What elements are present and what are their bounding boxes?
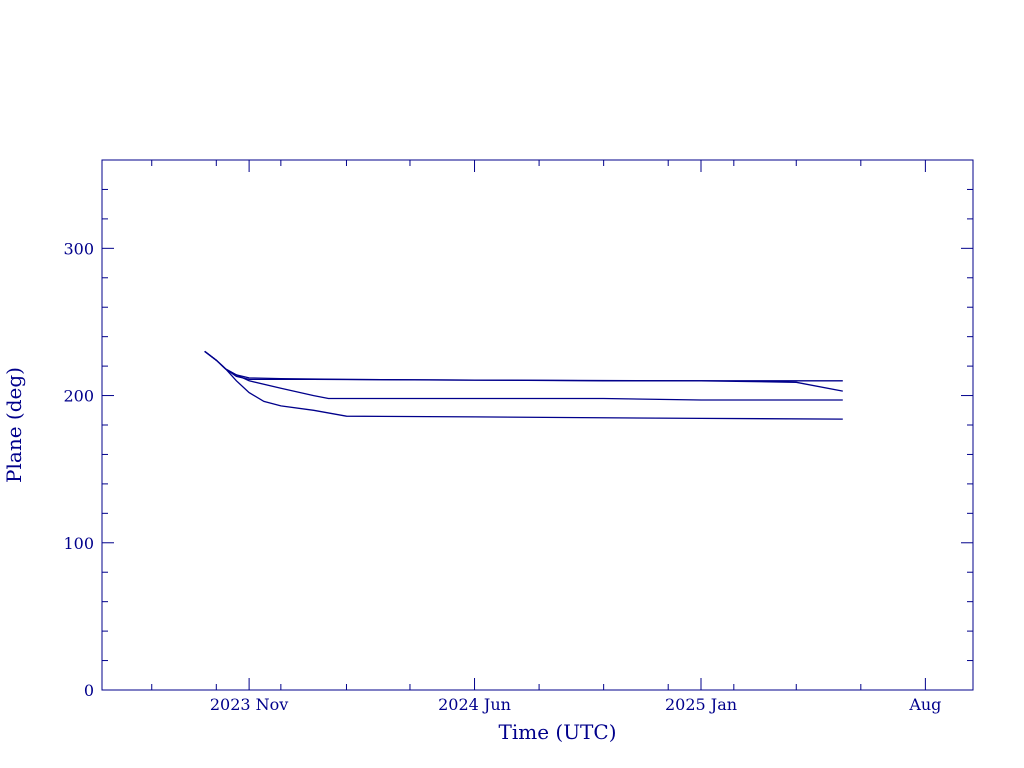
y-tick-label: 100 (63, 534, 94, 553)
y-axis-title: Plane (deg) (2, 367, 26, 483)
x-axis-title: Time (UTC) (499, 720, 617, 744)
series-line-4 (204, 350, 843, 392)
series-line-3 (204, 350, 843, 420)
series-line-2 (204, 350, 843, 401)
x-tick-label: 2025 Jan (665, 695, 737, 714)
series-layer (204, 350, 843, 420)
series-line-1 (204, 350, 843, 382)
y-tick-label: 0 (84, 681, 94, 700)
plot-frame (101, 159, 974, 691)
x-tick-label: Aug (908, 695, 941, 714)
y-tick-label: 300 (63, 239, 94, 258)
x-tick-label: 2023 Nov (210, 695, 288, 714)
tick-layer: 0 100 200 300 2023 Nov 2024 Jun 2025 Jan Aug (63, 159, 973, 714)
x-tick-label: 2024 Jun (438, 695, 511, 714)
y-tick-label: 200 (63, 387, 94, 406)
